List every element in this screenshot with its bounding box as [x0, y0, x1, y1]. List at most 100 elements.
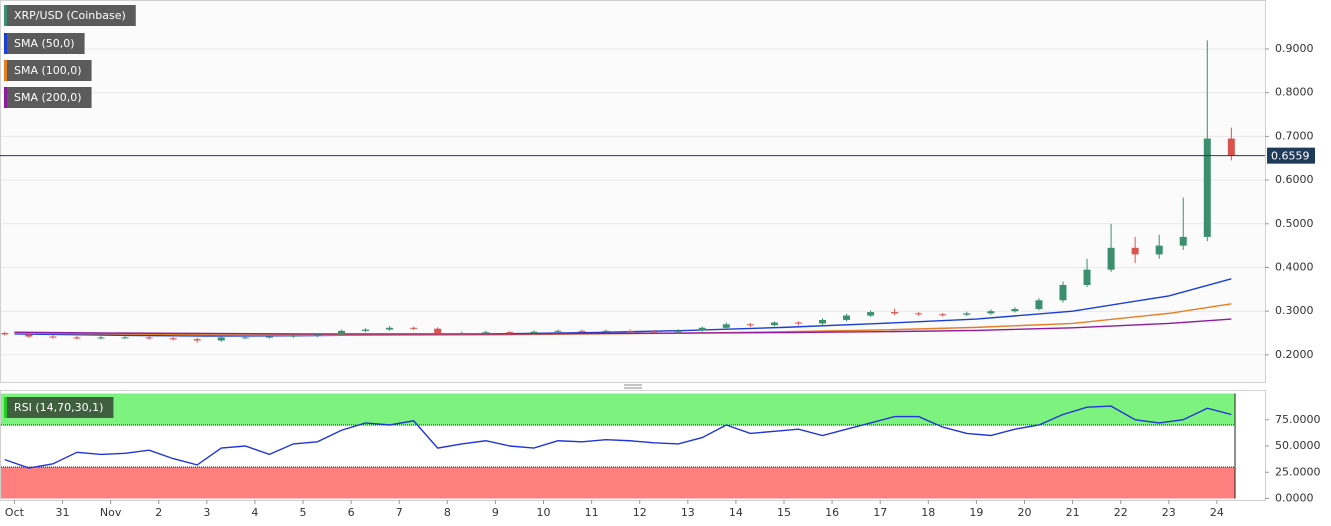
x-tick-label: 9 [492, 506, 499, 519]
candle-body [169, 338, 177, 340]
candle-body [722, 324, 730, 328]
candle-body [1011, 309, 1019, 312]
candle-body [843, 315, 851, 320]
legend-label: SMA (50,0) [14, 37, 75, 50]
candle-body [578, 330, 586, 332]
y-tick-label: 0.7000 [1275, 129, 1314, 142]
y-tick-label: 0.3000 [1275, 304, 1314, 317]
candle-body [97, 337, 105, 339]
candle-body [674, 330, 682, 333]
x-tick-label: 3 [203, 506, 210, 519]
panel-handle[interactable] [624, 384, 642, 389]
legend-swatch [4, 60, 7, 81]
candle-body [217, 337, 225, 341]
legend-box [4, 397, 114, 418]
candle-body [362, 329, 370, 331]
candle-body [818, 319, 826, 324]
x-tick-label: 11 [585, 506, 599, 519]
y-tick-label: 50.0000 [1275, 439, 1321, 452]
x-tick-label: 24 [1210, 506, 1224, 519]
x-tick-label: 21 [1066, 506, 1080, 519]
x-tick-label: 14 [729, 506, 743, 519]
candle-body [265, 336, 273, 338]
candle-body [25, 334, 33, 337]
y-tick-label: 0.2000 [1275, 348, 1314, 361]
sma-line [14, 318, 1232, 335]
y-tick-label: 0.8000 [1275, 86, 1314, 99]
price-panel [0, 0, 1266, 383]
x-tick-label: 19 [969, 506, 983, 519]
sma-line [14, 278, 1232, 337]
candle-body [458, 333, 466, 335]
last-price-label: 0.6559 [1271, 150, 1310, 163]
x-tick-label: 13 [681, 506, 695, 519]
oversold-zone [1, 467, 1235, 499]
legend-swatch [4, 87, 7, 108]
rsi-line [4, 405, 1232, 469]
candle-body [554, 330, 562, 332]
legend-label: SMA (100,0) [14, 64, 82, 77]
candle-body [1155, 245, 1163, 255]
y-tick-label: 0.9000 [1275, 42, 1314, 55]
x-tick-label: 20 [1018, 506, 1032, 519]
x-tick-label: 15 [777, 506, 791, 519]
legend-box [4, 33, 85, 54]
y-tick-label: 0.5000 [1275, 217, 1314, 230]
x-tick-label: 5 [300, 506, 307, 519]
candle-body [386, 327, 394, 330]
candle-body [1107, 247, 1115, 270]
y-tick-label: 75.0000 [1275, 413, 1321, 426]
candle-body [1035, 300, 1043, 310]
x-tick-label: 22 [1114, 506, 1128, 519]
legend-box [4, 87, 92, 108]
candle-body [1083, 269, 1091, 285]
legend-swatch [4, 5, 7, 26]
x-tick-label: 8 [444, 506, 451, 519]
candle-body [1203, 138, 1211, 237]
candle-body [963, 313, 971, 315]
legend-entry: SMA (200,0) [4, 87, 92, 108]
candle-body [121, 337, 129, 339]
candle-body [1227, 138, 1235, 156]
candle-body [1179, 236, 1187, 246]
candle-body [987, 311, 995, 314]
legend-label: XRP/USD (Coinbase) [14, 9, 126, 22]
candle-body [313, 334, 321, 336]
legend-entry: XRP/USD (Coinbase) [4, 5, 136, 26]
x-tick-label: 4 [251, 506, 258, 519]
candle-body [241, 337, 249, 339]
x-tick-label: 18 [921, 506, 935, 519]
legend-swatch [4, 397, 7, 418]
candle-body [867, 312, 875, 316]
x-tick-label: 23 [1162, 506, 1176, 519]
x-tick-label: 7 [396, 506, 403, 519]
candle-body [650, 331, 658, 333]
candle-body [49, 336, 57, 338]
candle-body [530, 331, 538, 334]
candle-body [289, 335, 297, 337]
candle-body [73, 337, 81, 339]
candle-body [506, 332, 514, 334]
x-tick-label: 6 [348, 506, 355, 519]
candle-body [338, 330, 346, 335]
x-tick-label: 12 [633, 506, 647, 519]
x-tick-label: 10 [537, 506, 551, 519]
x-tick-label: Nov [100, 506, 122, 519]
candle-body [193, 339, 201, 341]
last-price-box [1267, 147, 1315, 164]
legend-entry: RSI (14,70,30,1) [4, 397, 114, 418]
legend-entry: SMA (50,0) [4, 33, 85, 54]
legend-swatch [4, 33, 7, 54]
candle-body [410, 327, 418, 329]
candle-body [1131, 247, 1139, 255]
overbought-zone [1, 393, 1235, 425]
candle-body [145, 337, 153, 339]
candle-body [602, 330, 610, 332]
x-tick-label: 16 [825, 506, 839, 519]
candle-body [434, 328, 442, 334]
candle-body [939, 314, 947, 316]
legend-box [4, 5, 136, 26]
candle-body [746, 324, 754, 326]
legend-box [4, 60, 92, 81]
